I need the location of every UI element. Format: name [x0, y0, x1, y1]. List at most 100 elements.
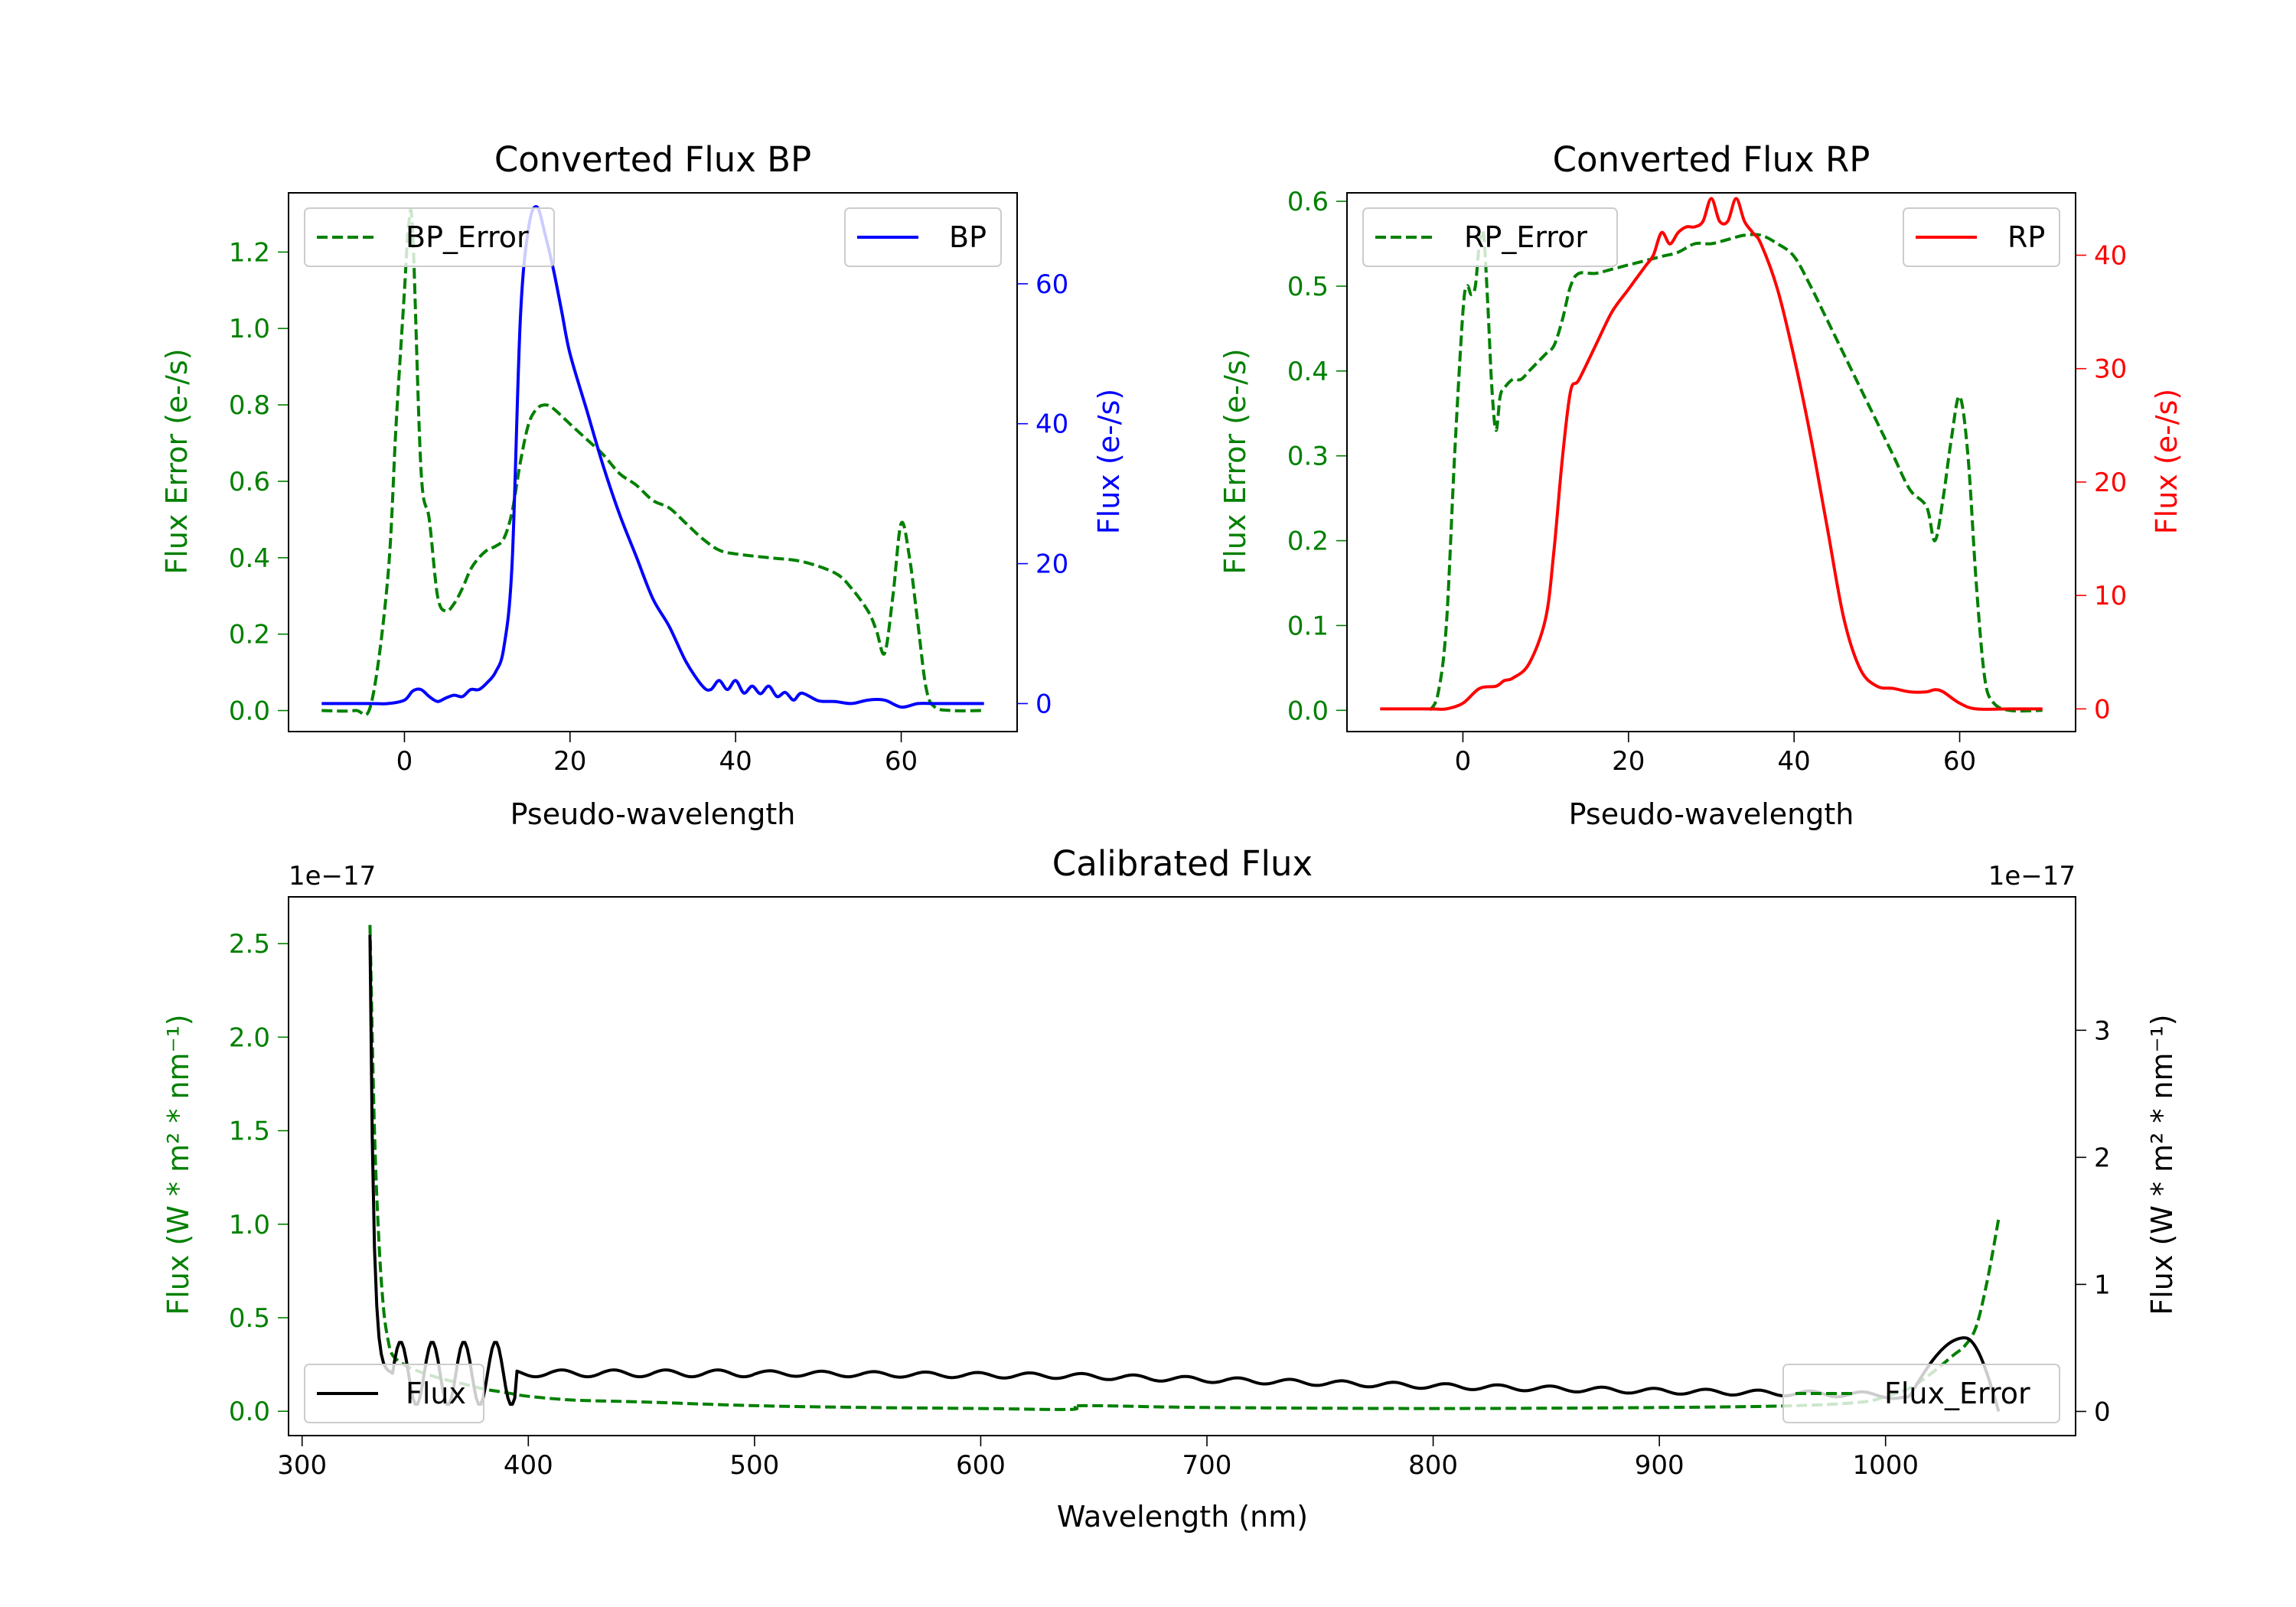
bp-left-tick-label-3: 0.6: [229, 467, 270, 497]
calibrated-title: Calibrated Flux: [1052, 843, 1313, 884]
calibrated-left-axis-label: Flux (W * m² * nm⁻¹): [161, 1014, 195, 1315]
calibrated-axes-frame: [288, 896, 2076, 1436]
rp-x-ticks: 0 20 40 60: [1455, 732, 1976, 777]
rp-left-tick-label-0: 0.0: [1287, 696, 1329, 726]
bp-panel: Converted Flux BP 0 20 40 60 Pseudo-wave…: [160, 139, 1126, 831]
calibrated-right-tick-label-1: 1: [2094, 1270, 2111, 1300]
calibrated-left-y-ticks: 0.0 0.5 1.0 1.5 2.0 2.5: [229, 929, 289, 1427]
bp-legend-flux-box: [844, 207, 1002, 267]
rp-legend-error-box: [1362, 207, 1618, 267]
bp-left-tick-label-2: 0.4: [229, 543, 270, 574]
bp-left-y-ticks: 0.0 0.2 0.4 0.6 0.8 1.0 1.2: [229, 237, 289, 727]
calibrated-x-axis-label: Wavelength (nm): [1057, 1500, 1308, 1534]
calibrated-left-tick-label-4: 2.0: [229, 1022, 270, 1053]
bp-right-y-ticks: 0 20 40 60: [1017, 269, 1068, 719]
calibrated-right-offset-text: 1e−17: [1988, 861, 2076, 892]
rp-left-tick-label-3: 0.3: [1287, 442, 1329, 472]
calibrated-legend-flux: Flux: [304, 1364, 484, 1423]
rp-right-tick-label-2: 20: [2094, 468, 2127, 498]
rp-right-tick-label-3: 30: [2094, 354, 2127, 385]
rp-legend-flux-label: RP: [2007, 220, 2045, 254]
rp-legend-error: RP_Error: [1362, 207, 1618, 267]
calibrated-x-ticks: 300 400 500 600 700 800 900 1000: [277, 1436, 1919, 1481]
calibrated-x-tick-label-7: 1000: [1852, 1450, 1919, 1481]
bp-x-tick-label-2: 40: [719, 746, 752, 777]
bp-flux-line: [321, 205, 984, 709]
bp-x-tick-label-3: 60: [885, 746, 918, 777]
bp-right-tick-label-3: 60: [1035, 269, 1068, 300]
rp-left-axis-label: Flux Error (e-/s): [1218, 348, 1252, 574]
calibrated-legend-flux-box: [304, 1364, 484, 1423]
rp-left-tick-label-6: 0.6: [1287, 187, 1329, 217]
bp-left-tick-label-5: 1.0: [229, 314, 270, 344]
bp-right-tick-label-2: 40: [1035, 409, 1068, 440]
rp-right-y-ticks: 0 10 20 30 40: [2076, 241, 2127, 725]
calibrated-x-tick-label-4: 700: [1182, 1450, 1232, 1481]
rp-flux-line: [1380, 197, 2043, 711]
bp-x-tick-label-0: 0: [396, 746, 413, 777]
calibrated-flux-line: [368, 934, 2001, 1413]
calibrated-legend-flux-label: Flux: [406, 1377, 466, 1410]
calibrated-legend-error: Flux_Error: [1782, 1364, 2060, 1423]
rp-left-y-ticks: 0.0 0.1 0.2 0.3 0.4 0.5 0.6: [1287, 187, 1347, 726]
rp-right-tick-label-1: 10: [2094, 581, 2127, 611]
calibrated-right-tick-label-3: 3: [2094, 1015, 2111, 1046]
calibrated-right-tick-label-0: 0: [2094, 1397, 2111, 1427]
rp-title: Converted Flux RP: [1553, 139, 1870, 180]
calibrated-x-tick-label-0: 300: [277, 1450, 327, 1481]
bp-x-ticks: 0 20 40 60: [396, 732, 918, 777]
rp-x-tick-label-1: 20: [1612, 746, 1645, 777]
calibrated-left-tick-label-1: 0.5: [229, 1303, 270, 1334]
rp-left-tick-label-5: 0.5: [1287, 272, 1329, 302]
bp-right-tick-label-0: 0: [1035, 689, 1052, 719]
bp-x-tick-label-1: 20: [553, 746, 586, 777]
rp-right-tick-label-4: 40: [2094, 241, 2127, 272]
calibrated-left-tick-label-0: 0.0: [229, 1397, 270, 1427]
calibrated-left-tick-label-2: 1.0: [229, 1210, 270, 1240]
calibrated-x-tick-label-6: 900: [1635, 1450, 1684, 1481]
calibrated-legend-error-label: Flux_Error: [1884, 1377, 2030, 1410]
rp-right-tick-label-0: 0: [2094, 694, 2111, 725]
rp-legend-flux-box: [1903, 207, 2060, 267]
bp-left-tick-label-6: 1.2: [229, 237, 270, 268]
calibrated-legend-error-box: [1782, 1364, 2060, 1423]
rp-left-tick-label-1: 0.1: [1287, 611, 1329, 641]
bp-legend-error-label: BP_Error: [406, 220, 529, 254]
calibrated-x-tick-label-2: 500: [729, 1450, 779, 1481]
rp-x-tick-label-0: 0: [1455, 746, 1472, 777]
bp-x-axis-label: Pseudo-wavelength: [510, 797, 796, 831]
bp-left-tick-label-1: 0.2: [229, 620, 270, 650]
calibrated-right-y-ticks: 0 1 2 3: [2076, 1015, 2111, 1427]
bp-right-axis-label: Flux (e-/s): [1092, 389, 1126, 534]
bp-right-tick-label-1: 20: [1035, 549, 1068, 580]
bp-axes-frame: [288, 192, 1018, 732]
rp-left-tick-label-2: 0.2: [1287, 526, 1329, 557]
bp-left-axis-label: Flux Error (e-/s): [160, 348, 194, 574]
rp-x-tick-label-2: 40: [1778, 746, 1811, 777]
rp-panel: Converted Flux RP 0 20 40 60 Pseudo-wave…: [1218, 139, 2183, 831]
calibrated-panel: Calibrated Flux 1e−17 1e−17 300 400 500 …: [161, 843, 2179, 1534]
calibrated-left-offset-text: 1e−17: [289, 861, 376, 892]
rp-left-tick-label-4: 0.4: [1287, 357, 1329, 387]
bp-left-tick-label-0: 0.0: [229, 696, 270, 727]
rp-right-axis-label: Flux (e-/s): [2150, 389, 2183, 534]
calibrated-right-tick-label-2: 2: [2094, 1143, 2111, 1173]
bp-legend-error: BP_Error: [304, 207, 555, 267]
rp-legend-error-label: RP_Error: [1464, 220, 1587, 254]
rp-x-axis-label: Pseudo-wavelength: [1569, 797, 1854, 831]
calibrated-left-tick-label-5: 2.5: [229, 929, 270, 960]
bp-title: Converted Flux BP: [494, 139, 811, 180]
calibrated-x-tick-label-5: 800: [1408, 1450, 1458, 1481]
calibrated-error-line: [368, 924, 2001, 1411]
calibrated-x-tick-label-3: 600: [956, 1450, 1006, 1481]
rp-x-tick-label-3: 60: [1943, 746, 1976, 777]
rp-axes-frame: [1346, 192, 2076, 732]
calibrated-x-tick-label-1: 400: [504, 1450, 553, 1481]
rp-legend-flux: RP: [1903, 207, 2060, 267]
calibrated-left-tick-label-3: 1.5: [229, 1116, 270, 1147]
calibrated-right-axis-label: Flux (W * m² * nm⁻¹): [2145, 1014, 2179, 1315]
bp-legend-flux-label: BP: [949, 220, 987, 254]
bp-legend-flux: BP: [844, 207, 1002, 267]
